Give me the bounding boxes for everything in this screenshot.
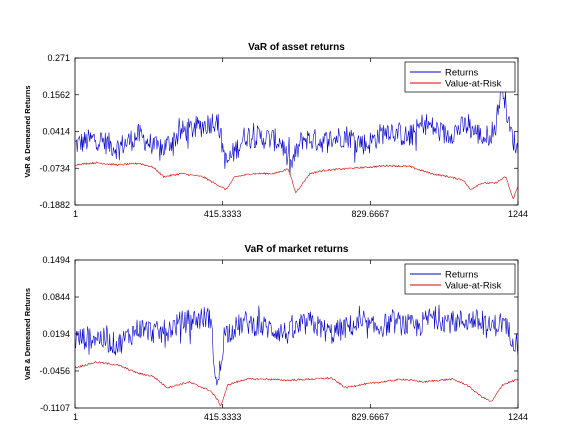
x-tick-label: 1 (73, 209, 78, 219)
chart-title: VaR of asset returns (248, 42, 345, 53)
x-tick-label: 1244 (508, 209, 528, 219)
x-tick-label: 1244 (508, 412, 528, 422)
y-tick-label: 0.1562 (42, 90, 70, 100)
y-tick-label: -0.0734 (39, 163, 70, 173)
series-line-value-at-risk (75, 361, 518, 407)
x-tick-label: 829.6667 (352, 412, 390, 422)
chart-panel-1: -0.1882 -0.0734 0.0414 0.1562 0.271 1 415.3333… (23, 42, 528, 219)
series-line-returns (75, 74, 518, 175)
y-tick-label: 0.0194 (42, 329, 70, 339)
legend-label: Value-at-Risk (445, 281, 502, 292)
x-tick-label: 829.6667 (352, 209, 390, 219)
legend-label: Returns (445, 270, 479, 281)
chart-title: VaR of market returns (245, 244, 349, 255)
x-tick-label: 1 (73, 412, 78, 422)
legend-box (404, 263, 516, 295)
series-line-value-at-risk (75, 161, 518, 199)
y-axis-label: VaR & Demeaned Returns (23, 85, 32, 177)
y-axis-label: VaR & Demeaned Returns (23, 288, 32, 380)
y-tick-label: 0.0414 (42, 127, 70, 137)
y-tick-label: 0.1494 (42, 255, 70, 265)
series-line-returns (75, 304, 518, 386)
x-tick-label: 415.3333 (204, 209, 242, 219)
legend-label: Value-at-Risk (445, 79, 502, 90)
y-tick-label: 0.0844 (42, 292, 70, 302)
y-tick-label: 0.271 (47, 53, 70, 63)
x-tick-label: 415.3333 (204, 412, 242, 422)
legend-label: Returns (445, 68, 479, 79)
legend-box (404, 61, 516, 93)
y-tick-label: -0.1882 (39, 200, 70, 210)
chart-panel-2: -0.1107 -0.0456 0.0194 0.0844 0.1494 1 415.333… (23, 244, 528, 422)
y-tick-label: -0.1107 (40, 403, 70, 413)
y-tick-label: -0.0456 (39, 366, 70, 376)
